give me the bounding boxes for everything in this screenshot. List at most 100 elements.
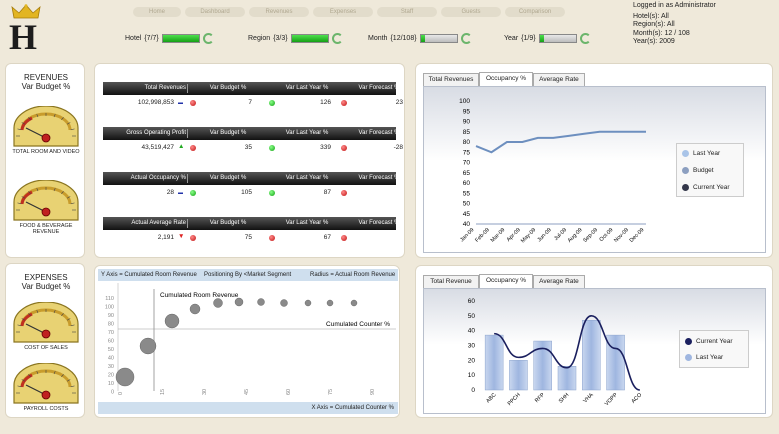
y-tick-label: 100: [459, 98, 470, 105]
bubble-x-tick: 60: [286, 389, 292, 395]
gauge-tick: [53, 310, 56, 314]
y-tick-label: 70: [463, 160, 471, 167]
status-red-icon: [190, 145, 196, 151]
gauge-arc-red: [20, 116, 33, 131]
tab-occupancy[interactable]: Occupancy %: [479, 274, 533, 288]
kpi-variance-value: 105: [241, 189, 252, 196]
bubble: [350, 299, 358, 307]
nav-expenses[interactable]: Expenses: [313, 7, 373, 17]
gauge-tick: [66, 122, 71, 125]
gauge-tick: [66, 196, 71, 199]
filter-year[interactable]: Year {1/9}: [504, 33, 591, 44]
refresh-icon[interactable]: [579, 33, 591, 44]
gauge-caption: PAYROLL COSTS: [23, 406, 69, 412]
gauge-tick: [36, 310, 39, 314]
nav-guests[interactable]: Guests: [441, 7, 501, 17]
status-green-icon: [269, 100, 275, 106]
y-tick-label: 65: [463, 170, 471, 177]
divider: [187, 174, 188, 183]
y-tick-label: 60: [463, 180, 471, 187]
legend-label: Current Year: [696, 338, 733, 345]
kpi-value: 43,519,427: [141, 144, 174, 151]
refresh-icon[interactable]: [460, 33, 472, 44]
divider: [187, 129, 188, 138]
gauge-tick: [61, 191, 64, 195]
filter-progress: [161, 34, 200, 43]
bubble-header: Y Axis = Cumulated Room Revenue Position…: [98, 269, 398, 281]
years-text: Year(s): 2009: [633, 38, 675, 45]
filter-value: {7/7}: [144, 35, 159, 42]
gauge-face: [13, 362, 79, 404]
divider: [187, 219, 188, 228]
legend-swatch: [682, 167, 689, 174]
x-tick-label: PPCH: [507, 392, 522, 407]
x-tick-label: Dec-09: [629, 227, 646, 244]
gauge-tick: [70, 385, 75, 388]
filter-region[interactable]: Region {3/3}: [248, 33, 343, 44]
x-tick-label: ACO: [631, 392, 644, 405]
bubble-y-label: Cumulated Room Revenue: [160, 292, 239, 299]
gauge-tick: [53, 371, 56, 375]
kpi-variance-value: 23: [395, 99, 403, 106]
gauge-tick: [70, 324, 75, 327]
expenses-gauge-panel: EXPENSES Var Budget % COST OF SALES PAYRO…: [5, 263, 85, 418]
tab-total-revenues[interactable]: Total Revenues: [423, 73, 479, 86]
chart-area: 40 45 50 55 60 65 70 75 80 85 90 95 100 Jan-09 Feb-09 M…: [423, 86, 766, 253]
gauge-tick: [53, 188, 56, 192]
kpi-name: Total Revenues: [144, 85, 186, 91]
kpi-column-header: Var Forecast %: [358, 85, 400, 91]
tab-occupancy[interactable]: Occupancy %: [479, 72, 533, 86]
bubble-x-tick: 45: [244, 389, 250, 395]
nav-home[interactable]: Home: [133, 7, 181, 17]
bubble-chart: Cumulated Room Revenue Cumulated Counter …: [105, 283, 396, 396]
bubble-y-tick: 90: [108, 313, 114, 319]
refresh-icon[interactable]: [331, 33, 343, 44]
bar: [582, 320, 601, 391]
gauge-hub: [41, 390, 51, 400]
tab-average-rate[interactable]: Average Rate: [533, 275, 585, 288]
kpi-name: Gross Operating Profit: [126, 130, 186, 136]
y-tick-label: 95: [463, 108, 471, 115]
nav-dashboard[interactable]: Dashboard: [185, 7, 245, 17]
gauge: [12, 179, 80, 224]
kpi-column-header: Var Budget %: [209, 85, 247, 91]
gauge-tick: [17, 202, 22, 205]
kpi-variance-value: 87: [323, 189, 331, 196]
status-green-icon: [269, 145, 275, 151]
kpi-column-header: Var Budget %: [209, 130, 247, 136]
gauge-tick: [28, 117, 31, 121]
bubble-x-tick: 30: [202, 389, 208, 395]
filter-label: Region: [248, 35, 271, 42]
bar-chart: 0 10 20 30 40 50 60 ABC PPCH RFP SHH VHA VOPP ACO: [468, 298, 644, 407]
tab-total-revenue[interactable]: Total Revenue: [423, 275, 479, 288]
x-tick-label: VOPP: [604, 392, 619, 407]
kpi-variance-value: 35: [244, 144, 252, 151]
bar: [533, 340, 552, 391]
kpi-column-header: Var Last Year %: [285, 85, 329, 91]
gauge-tick: [36, 188, 39, 192]
filter-hotel[interactable]: Hotel {7/7}: [125, 33, 214, 44]
y-tick-label: 50: [463, 201, 471, 208]
filter-month[interactable]: Month {12/108}: [368, 33, 472, 44]
trend-flat-icon: ▬: [178, 100, 183, 106]
gauge-tick: [70, 128, 75, 131]
refresh-icon[interactable]: [202, 33, 214, 44]
y-axis-desc: Y Axis = Cumulated Room Revenue: [101, 272, 197, 278]
tab-average-rate[interactable]: Average Rate: [533, 73, 585, 86]
kpi-column-header: Var Last Year %: [285, 130, 329, 136]
nav-revenues[interactable]: Revenues: [249, 7, 309, 17]
chart-area: 0 10 20 30 40 50 60 ABC PPCH RFP SHH VHA VOPP ACO Cur…: [423, 288, 766, 414]
y-tick-label: 10: [468, 372, 476, 379]
filter-value: {12/108}: [390, 35, 417, 42]
gauge-hub: [41, 329, 51, 339]
legend-swatch: [682, 184, 689, 191]
nav-comparison[interactable]: Comparison: [505, 7, 565, 17]
gauge-tick: [17, 385, 22, 388]
y-tick-label: 60: [468, 298, 476, 305]
gauge: [12, 362, 80, 407]
x-tick-label: Jun-09: [537, 227, 553, 243]
legend-label: Last Year: [696, 354, 724, 361]
gauge-tick: [28, 191, 31, 195]
nav-staff[interactable]: Staff: [377, 7, 437, 17]
kpi-column-header: Var Forecast %: [358, 175, 400, 181]
